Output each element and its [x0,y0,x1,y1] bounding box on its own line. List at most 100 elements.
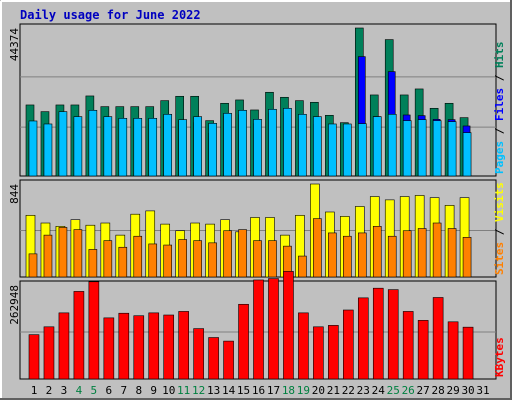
bar-pages-day-14 [223,112,232,177]
y-max-label-hits-files-pages: 44374 [8,28,21,61]
bar-pages-day-17 [268,108,277,177]
bar-pages-day-20 [313,116,322,177]
bar-pages-day-6 [103,116,113,177]
x-tick-label: 8 [135,384,142,397]
x-tick-label: 5 [91,384,98,397]
x-tick-label: 28 [432,384,445,397]
bar-kbytes-day-23 [357,297,369,380]
legend-entry: KBytes [493,337,506,377]
x-tick-label: 1 [31,384,38,397]
bar-pages-day-2 [43,123,53,177]
bar-pages-day-25 [387,113,397,177]
bar-pages-day-29 [447,121,457,177]
bar-sites-day-11 [178,239,187,278]
x-tick-label: 6 [106,384,113,397]
x-tick-label: 10 [162,384,175,397]
bar-kbytes-day-14 [223,340,234,380]
legend-entry: / [493,121,506,141]
bar-pages-day-11 [178,119,187,177]
bar-kbytes-day-10 [163,314,175,380]
x-tick-label: 15 [237,384,250,397]
bar-kbytes-day-26 [402,311,414,380]
bar-sites-day-24 [372,226,382,278]
bar-kbytes-day-7 [118,312,130,380]
x-tick-label: 2 [46,384,53,397]
bar-sites-day-8 [133,235,143,278]
bar-pages-day-18 [283,107,292,177]
x-tick-label: 31 [476,384,489,397]
bar-pages-day-28 [432,120,442,177]
bar-kbytes-day-5 [88,281,100,380]
bar-sites-day-27 [417,228,427,278]
legend-hits-files-pages: Pages / Files / Hits [493,42,506,175]
x-tick-label: 9 [150,384,157,397]
bar-sites-day-3 [58,227,68,278]
bar-pages-day-7 [118,117,128,177]
legend-visits-sites: Sites / Visits [493,182,506,275]
bar-sites-day-22 [343,235,352,278]
bar-pages-day-8 [133,117,143,177]
x-tick-label: 25 [387,384,400,397]
bar-pages-day-23 [357,123,367,177]
legend-entry: Pages [493,141,506,174]
x-tick-label: 19 [297,384,310,397]
x-tick-label: 4 [76,384,83,397]
bar-sites-day-20 [313,218,322,278]
bar-pages-day-22 [343,123,352,177]
bar-pages-day-16 [253,119,262,177]
panel-kbytes: 262948 KBytes [8,271,506,380]
x-tick-label: 11 [177,384,190,397]
legend-entry: / [493,68,506,88]
bar-kbytes-day-4 [73,291,85,380]
x-tick-label: 13 [207,384,220,397]
bar-sites-day-12 [193,240,202,278]
bar-kbytes-day-22 [343,309,354,380]
bar-kbytes-day-11 [178,311,189,380]
x-tick-label: 3 [61,384,68,397]
x-tick-label: 18 [282,384,295,397]
bar-kbytes-day-28 [432,297,444,380]
x-tick-label: 26 [402,384,415,397]
bar-sites-day-28 [432,222,442,278]
bar-pages-day-21 [328,123,337,177]
bar-sites-day-29 [447,228,457,278]
bar-sites-day-9 [148,243,158,278]
bar-kbytes-day-21 [328,325,339,380]
bar-kbytes-day-27 [417,320,429,380]
x-axis-day-labels: 1 2 3 4 5 6 7 8 9 10 11 12 13 14 15 16 17 18 19 20 21 22 23 24 2… [31,384,490,397]
bar-sites-day-2 [43,234,53,278]
bar-pages-day-4 [73,116,83,177]
bar-pages-day-15 [238,109,247,177]
y-max-label-visits-sites: 844 [8,184,21,204]
bar-kbytes-day-30 [462,326,474,380]
x-tick-label: 22 [342,384,355,397]
legend-entry: / [493,222,506,242]
bar-kbytes-day-29 [447,321,459,380]
bar-kbytes-day-13 [208,337,219,380]
x-tick-label: 16 [252,384,265,397]
x-tick-label: 30 [461,384,474,397]
bar-sites-day-14 [223,230,232,278]
bar-sites-day-10 [163,244,173,278]
bar-sites-day-1 [28,253,38,278]
bar-kbytes-day-18 [283,271,294,380]
bar-kbytes-day-1 [28,334,40,380]
x-tick-label: 27 [417,384,430,397]
bar-pages-day-12 [193,116,202,177]
bar-sites-day-19 [298,255,307,278]
bar-sites-day-13 [208,242,217,278]
bar-pages-day-10 [163,113,173,177]
legend-kbytes: KBytes [493,337,506,377]
bar-kbytes-day-2 [43,326,55,380]
bar-sites-day-16 [253,240,262,278]
bar-sites-day-17 [268,240,277,278]
bar-kbytes-day-6 [103,317,115,380]
legend-entry: Files [493,88,506,121]
bar-kbytes-day-19 [298,312,309,380]
x-tick-label: 24 [372,384,386,397]
bar-pages-day-5 [88,109,98,177]
bar-sites-day-6 [103,240,113,278]
bar-pages-day-26 [402,120,412,177]
